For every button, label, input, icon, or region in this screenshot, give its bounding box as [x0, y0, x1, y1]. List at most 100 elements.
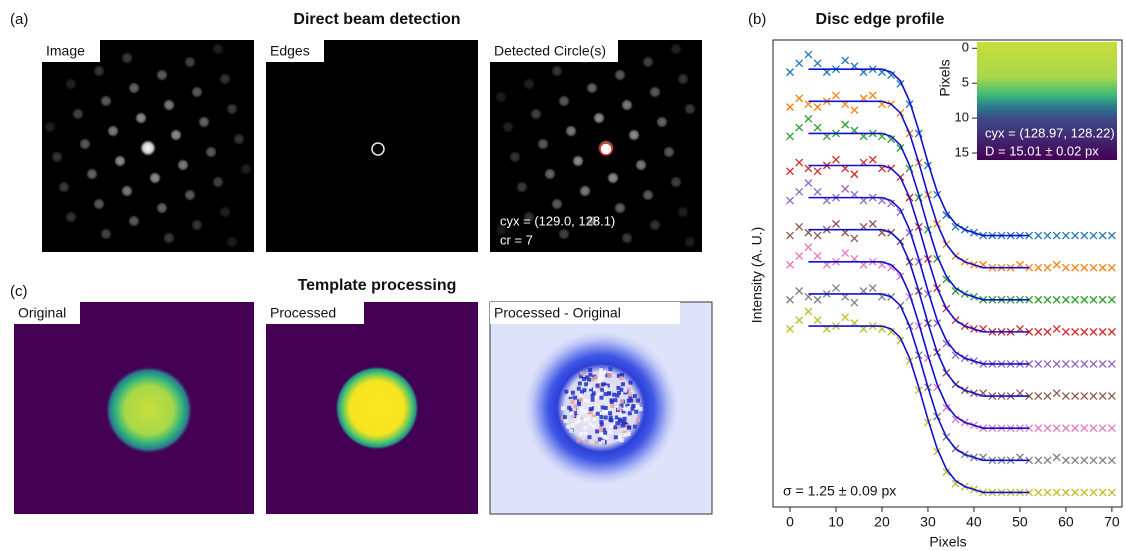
- spot: [72, 108, 84, 120]
- data-point: [813, 231, 822, 240]
- noise-pixel: [579, 417, 584, 422]
- noise-pixel: [560, 406, 565, 411]
- data-point: [1098, 424, 1107, 433]
- spot: [642, 189, 654, 201]
- disc: [105, 366, 193, 454]
- noise-pixel: [610, 404, 615, 409]
- noise-pixel: [590, 377, 595, 382]
- image-label: Edges: [270, 43, 310, 59]
- data-point: [1043, 424, 1052, 433]
- data-point: [786, 295, 794, 304]
- noise-pixel: [572, 406, 577, 411]
- data-point: [1043, 295, 1052, 304]
- data-point: [1034, 424, 1043, 433]
- data-point: [1061, 424, 1070, 433]
- data-point: [1107, 295, 1116, 304]
- spot: [65, 211, 77, 223]
- noise-pixel: [588, 407, 593, 412]
- data-point: [1025, 327, 1034, 336]
- data-point: [1071, 295, 1080, 304]
- data-point: [1080, 424, 1089, 433]
- noise-pixel: [619, 387, 624, 392]
- y-axis-label: Intensity (A. U.): [749, 227, 765, 323]
- panel-title: Direct beam detection: [293, 11, 460, 28]
- inset-y-tick-label: 10: [955, 110, 969, 125]
- spot: [156, 69, 168, 81]
- data-point: [795, 187, 804, 196]
- noise-pixel: [603, 435, 608, 440]
- data-point: [1089, 456, 1098, 465]
- label-box: [490, 40, 618, 62]
- data-point: [1061, 456, 1070, 465]
- noise-pixel: [572, 411, 577, 416]
- noise-pixel: [616, 385, 621, 390]
- noise-pixel: [579, 374, 584, 379]
- spot: [51, 151, 63, 163]
- noise-pixel: [574, 420, 579, 425]
- spot: [572, 155, 584, 167]
- spot: [107, 125, 119, 137]
- data-point: [1089, 295, 1098, 304]
- spot: [44, 121, 56, 133]
- spot: [240, 163, 252, 175]
- data-point: [887, 199, 896, 208]
- spot: [551, 65, 563, 77]
- noise-pixel: [626, 398, 631, 403]
- data-point: [841, 249, 850, 258]
- data-point: [850, 234, 859, 243]
- spot: [191, 219, 203, 231]
- noise-pixel: [573, 414, 578, 419]
- noise-pixel: [633, 398, 638, 403]
- data-point: [1061, 295, 1070, 304]
- data-point: [1089, 392, 1098, 401]
- noise-pixel: [588, 372, 593, 377]
- data-point: [1043, 456, 1052, 465]
- spot: [140, 140, 156, 156]
- spot: [523, 78, 535, 90]
- noise-pixel: [573, 395, 578, 400]
- noise-pixel: [584, 375, 589, 380]
- data-point: [942, 339, 951, 348]
- noise-pixel: [592, 416, 597, 421]
- x-tick-label: 0: [786, 514, 794, 530]
- data-point: [804, 243, 813, 252]
- inset-y-tick-label: 15: [955, 144, 969, 159]
- spot: [684, 236, 696, 248]
- data-point: [942, 275, 951, 284]
- noise-pixel: [632, 424, 637, 429]
- spot: [128, 82, 140, 94]
- data-point: [1107, 392, 1116, 401]
- noise-pixel: [587, 435, 592, 440]
- noise-pixel: [595, 411, 600, 416]
- data-point: [1043, 360, 1052, 368]
- noise-pixel: [619, 376, 624, 381]
- spot: [212, 176, 224, 188]
- spot: [184, 189, 196, 201]
- data-point: [786, 324, 794, 333]
- noise-pixel: [603, 392, 608, 397]
- plot: 0 10 20 30 40 50 60 70: [786, 50, 1120, 530]
- spot: [495, 91, 507, 103]
- noise-pixel: [619, 399, 624, 404]
- data-point: [795, 158, 804, 167]
- spot: [593, 112, 605, 124]
- noise-pixel: [577, 418, 582, 423]
- noise-pixel: [597, 379, 602, 384]
- data-point: [786, 196, 794, 205]
- data-point: [1061, 327, 1070, 336]
- data-point: [1080, 392, 1089, 401]
- data-point: [1052, 488, 1061, 497]
- spot: [677, 73, 689, 85]
- data-point: [804, 307, 813, 316]
- data-point: [1071, 360, 1080, 368]
- data-point: [1052, 453, 1061, 462]
- noise-pixel: [613, 425, 618, 430]
- data-point: [1080, 295, 1089, 304]
- x-tick-label: 30: [920, 514, 936, 530]
- noise-pixel: [615, 393, 620, 398]
- data-point: [813, 295, 822, 304]
- disc: [335, 366, 419, 450]
- data-point: [1034, 456, 1043, 465]
- noise-pixel: [616, 437, 621, 442]
